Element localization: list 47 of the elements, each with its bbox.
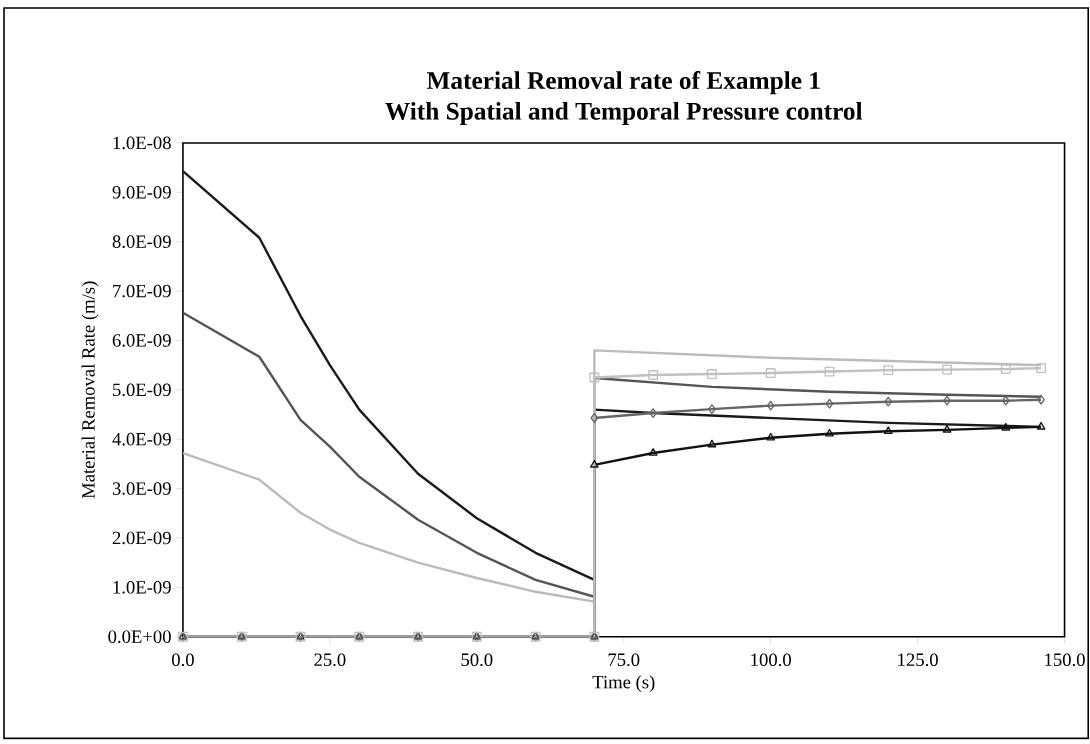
y-tick-label: 0.0E+00 <box>108 630 171 644</box>
point <box>942 425 952 433</box>
x-tick-label: 0.0 <box>171 653 194 667</box>
point <box>589 372 600 383</box>
y-tick-label: 3.0E-09 <box>112 482 171 496</box>
point <box>1037 394 1045 405</box>
y-axis-title: Material Removal Rate (m/s) <box>81 281 99 499</box>
point <box>590 460 599 468</box>
point <box>706 369 717 380</box>
point <box>1036 363 1046 374</box>
point <box>766 432 776 441</box>
point <box>824 366 835 377</box>
point <box>942 364 952 375</box>
point <box>883 365 894 376</box>
x-axis-title: Time (s) <box>592 675 655 693</box>
point <box>766 400 775 411</box>
point <box>590 413 599 424</box>
y-tick-label: 1.0E-09 <box>113 581 171 594</box>
point <box>648 448 658 456</box>
point <box>765 368 776 379</box>
y-tick-label: 1.0E-08 <box>113 136 171 150</box>
y-tick-label: 8.0E-09 <box>112 235 171 249</box>
y-tick-label: 2.0E-09 <box>112 531 171 545</box>
point <box>883 426 893 435</box>
point <box>1001 395 1010 406</box>
point <box>648 370 659 381</box>
point <box>1001 423 1011 431</box>
x-tick-label: 125.0 <box>898 653 938 667</box>
y-tick-label: 7.0E-09 <box>113 284 171 298</box>
y-tick-label: 5.0E-09 <box>113 383 171 397</box>
y-tick-label: 4.0E-09 <box>112 433 171 446</box>
x-tick-label: 25.0 <box>314 653 346 667</box>
point <box>649 408 657 419</box>
point <box>1000 364 1011 375</box>
point <box>825 398 834 409</box>
x-tick-label: 150.0 <box>1045 653 1085 667</box>
point <box>943 395 951 406</box>
chart-title: Material Removal rate of Example 1 With Spatial and Temporal Pressure control <box>385 71 863 126</box>
x-tick-label: 50.0 <box>461 653 493 667</box>
x-tick-label: 75.0 <box>608 653 640 667</box>
y-tick-label: 9.0E-09 <box>112 186 171 199</box>
point <box>825 429 834 437</box>
point <box>884 396 893 407</box>
x-tick-label: 100.0 <box>751 653 791 667</box>
point <box>707 439 717 448</box>
point <box>708 404 716 415</box>
y-tick-label: 6.0E-09 <box>112 334 171 347</box>
